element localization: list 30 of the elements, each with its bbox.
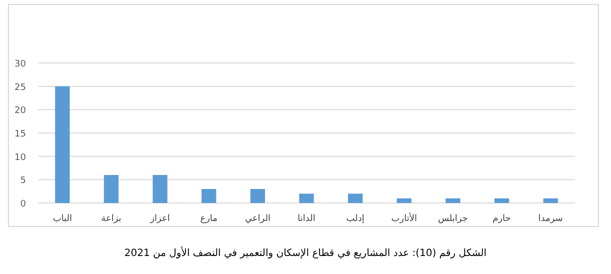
- x-tick-label: الراعي: [244, 214, 270, 224]
- bar: [202, 189, 216, 203]
- bar: [446, 198, 460, 203]
- y-tick-label: 30: [14, 60, 26, 70]
- x-tick-label: بزاعة: [101, 214, 122, 224]
- bar: [299, 194, 314, 203]
- x-tick-label: اعزاز: [149, 214, 170, 224]
- y-tick-label: 20: [14, 106, 26, 116]
- y-tick-label: 0: [20, 200, 26, 210]
- bar: [55, 86, 70, 203]
- bar: [104, 175, 119, 203]
- y-tick-label: 15: [14, 130, 26, 140]
- x-tick-label: جرابلس: [438, 214, 468, 224]
- x-tick-label: مارع: [200, 214, 218, 224]
- x-tick-label: سرمدا: [538, 214, 563, 224]
- x-tick-label: إدلب: [346, 214, 364, 224]
- bar: [494, 198, 510, 203]
- y-tick-label: 10: [14, 152, 26, 163]
- bar: [152, 175, 168, 203]
- bar: [396, 198, 412, 203]
- y-tick-label: 25: [14, 82, 26, 93]
- bar: [348, 194, 363, 203]
- bar: [543, 198, 558, 203]
- x-tick-label: الدانا: [298, 214, 316, 224]
- x-tick-label: حارم: [492, 214, 511, 224]
- x-tick-label: الأتارب: [391, 212, 417, 224]
- x-tick-label: الباب: [52, 214, 72, 224]
- bar: [250, 189, 266, 203]
- y-tick-label: 5: [20, 176, 26, 186]
- text: الشكل رقم (10): عدد المشاريع في قطاع الإسكان والتعمير في النصف الأول من 2021: [124, 246, 487, 259]
